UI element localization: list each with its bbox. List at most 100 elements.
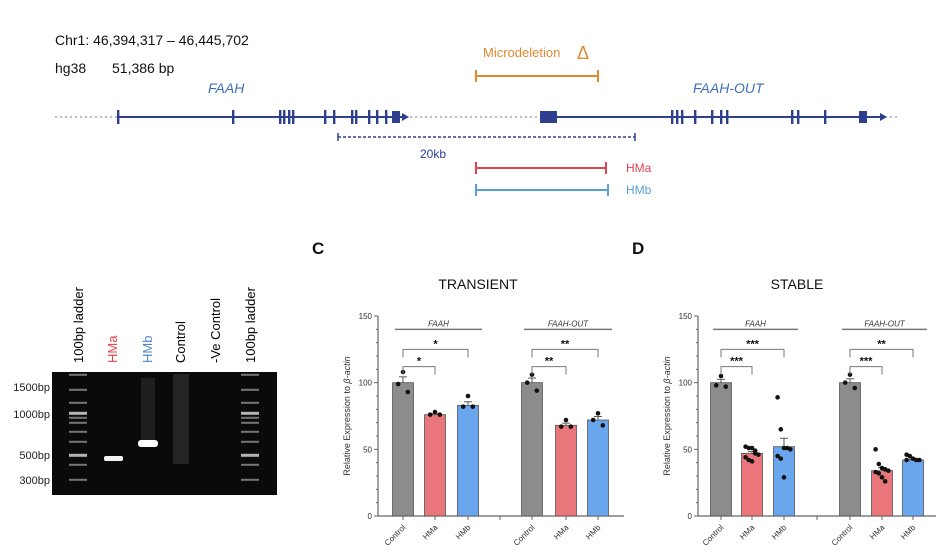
ladder-band [69,416,87,419]
chart-transient: C TRANSIENT Relative Expression to β-actin… [312,239,624,548]
exon [288,110,291,124]
data-point [713,383,719,388]
data-point [752,451,758,456]
exon-block [540,111,557,123]
gel-lane-label: Control [173,321,188,363]
x-tick-label: HMb [770,523,789,542]
ladder-band [69,463,87,466]
ladder-band [69,388,87,391]
y-axis-label: Relative Expression to β-actin [342,356,352,475]
panel-letter: D [632,239,644,258]
group-label: FAAH [745,320,766,329]
data-point [743,455,748,460]
bar-hmb [902,459,924,517]
group-label: FAAH-OUT [864,320,905,329]
ladder-band [69,478,87,481]
significance-bracket [531,366,567,375]
chart-title: STABLE [771,276,824,292]
data-point [590,417,596,423]
faah-strand-arrow [402,113,409,121]
y-tick-label: 150 [359,312,373,321]
ladder-band [241,478,259,481]
data-point [873,447,878,452]
gel-lane-label: HMb [140,336,155,363]
smear-control [173,374,189,464]
hma-deletion-bar [475,162,607,174]
x-tick-label: HMb [899,523,918,542]
data-point [718,373,724,379]
gel-lane-label: HMa [105,335,120,363]
data-point [746,445,752,451]
exon [324,110,327,124]
exon [711,110,714,124]
exon [292,110,295,124]
bar-hmb [457,404,479,517]
ladder-band [69,373,87,376]
data-point [913,457,919,463]
y-tick-label: 50 [363,445,372,454]
bar-control [521,382,543,517]
data-point [534,388,540,393]
ladder-band [69,401,87,404]
ladder-band [69,411,87,415]
data-point [600,423,606,428]
exon [671,110,674,124]
data-point [749,459,755,464]
data-point [427,412,433,417]
data-point [778,456,784,461]
exon [376,110,379,124]
data-point [524,380,530,385]
significance-bracket [720,366,753,375]
gel-marker-label: 500bp [19,450,50,462]
y-tick-label: 0 [368,512,373,521]
data-point [876,461,882,467]
microdeletion-bracket [475,70,599,82]
data-point [723,384,729,389]
exon [681,110,684,124]
gel-lane-labels: 100bp ladder HMa HMb Control -Ve Control 100b… [71,286,258,363]
gel-panel: 100bp ladder HMa HMb Control -Ve Control 100b… [13,286,277,495]
coordinates-label: Chr1: 46,394,317 – 46,445,702 [55,32,249,48]
data-point [852,385,858,391]
bar-hma [424,414,446,517]
significance-stars: *** [746,338,760,350]
gel-marker-labels: 1500bp 1000bp 500bp 300bp [13,382,50,487]
bar-control [392,382,414,517]
x-tick-label: HMa [421,523,440,542]
ladder-band [241,430,259,433]
data-point [558,424,564,429]
exon [791,110,794,124]
exon [283,110,286,124]
data-point [886,468,891,473]
exon [824,110,827,124]
data-point [876,471,882,476]
exons [117,110,867,124]
gel-lane-label: 100bp ladder [71,286,86,363]
exon [279,110,282,124]
ladder-band [241,453,259,457]
exon [385,110,388,124]
hma-label: HMa [626,161,652,175]
data-point [563,417,569,423]
band-hmb [138,440,158,447]
y-tick-label: 50 [683,445,692,454]
significance-stars: *** [730,356,744,368]
data-point [465,393,471,399]
significance-bracket [531,348,599,358]
y-axis-label-text: Relative Expression to [662,384,672,476]
data-point [842,380,848,385]
data-point [405,389,411,395]
ladder-band [241,388,259,391]
data-point [775,395,780,400]
exon [720,110,723,124]
scale-label: 20kb [420,147,446,161]
significance-bracket [402,366,436,375]
chart-stable: D STABLE Relative Expression to β-actin 0 50… [632,239,936,548]
y-tick-label: 100 [679,379,693,388]
exon [232,110,235,124]
y-axis-label-italic: β-actin [662,356,672,384]
hmb-deletion-bar [475,184,609,196]
gene-label-faah: FAAH [208,80,245,96]
exon [333,110,336,124]
assembly-label: hg38 [55,60,86,76]
